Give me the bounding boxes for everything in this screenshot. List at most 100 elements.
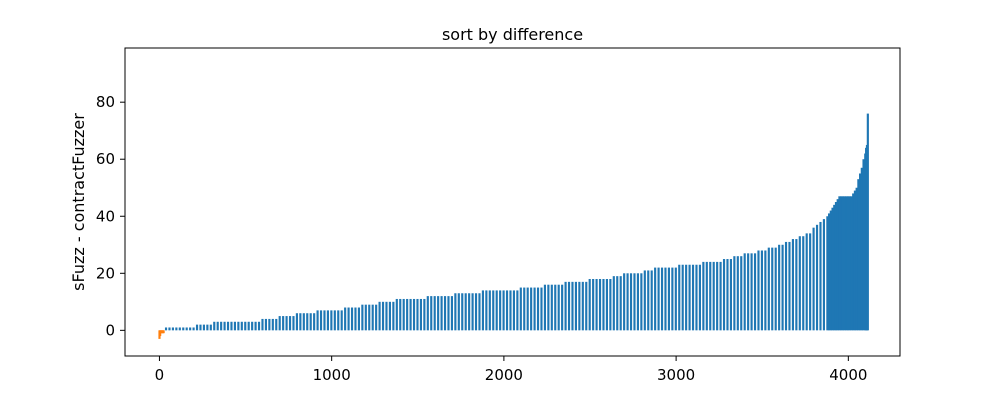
- bar-s0-57: [361, 304, 364, 331]
- bar-s0-63: [381, 301, 385, 331]
- bar-s0-185: [802, 236, 805, 331]
- y-tick-label-3: 60: [96, 150, 115, 168]
- bar-s0-158: [709, 261, 712, 331]
- bar-s0-67: [395, 298, 398, 331]
- bar-s0-65: [388, 301, 391, 331]
- bar-s0-21: [237, 321, 240, 331]
- bar-s0-43: [313, 313, 316, 331]
- bar-s0-169: [747, 253, 750, 331]
- bar-s0-166: [736, 256, 739, 331]
- bar-s0-37: [292, 316, 295, 331]
- bar-s0-107: [533, 287, 536, 331]
- bar-s0-14: [213, 321, 216, 331]
- bar-s0-9: [195, 324, 199, 331]
- bar-s0-99: [505, 290, 509, 331]
- bar-s0-186: [805, 233, 808, 331]
- bar-s0-2: [171, 327, 174, 331]
- bar-s0-3: [175, 327, 178, 331]
- bar-s0-4: [178, 327, 181, 331]
- bar-s0-205: [848, 196, 851, 331]
- bar-s0-64: [385, 301, 388, 331]
- bar-s0-121: [581, 281, 584, 331]
- bar-s0-100: [509, 290, 512, 331]
- bar-s0-50: [337, 310, 340, 331]
- bar-s0-173: [760, 250, 763, 331]
- bar-s0-178: [778, 244, 781, 331]
- bar-s0-101: [512, 290, 515, 331]
- bar-s0-168: [743, 253, 746, 331]
- bar-s0-33: [278, 316, 281, 331]
- bar-s0-96: [495, 290, 498, 331]
- bar-s0-195: [831, 207, 834, 331]
- bar-s0-49: [333, 310, 336, 331]
- bar-s0-35: [285, 316, 288, 331]
- x-tick-label-2: 2000: [485, 366, 523, 384]
- bar-s0-112: [550, 284, 553, 331]
- x-axis: 0 1000 2000 3000 4000: [155, 356, 867, 384]
- bar-s0-52: [344, 307, 347, 331]
- bar-s0-6: [185, 327, 188, 331]
- bar-s0-139: [643, 270, 646, 331]
- bar-s0-182: [791, 239, 794, 331]
- bar-s0-174: [764, 250, 767, 331]
- bar-s0-191: [822, 219, 825, 331]
- bar-s0-163: [726, 259, 729, 331]
- bar-s0-151: [685, 264, 688, 331]
- bar-s0-54: [350, 307, 354, 331]
- bar-s0-44: [316, 310, 319, 331]
- bar-s0-62: [378, 301, 381, 331]
- bar-s0-114: [557, 284, 560, 331]
- bar-s0-78: [433, 296, 436, 331]
- bar-s0-120: [578, 281, 581, 331]
- bar-s0-91: [478, 293, 481, 331]
- bar-s0-148: [674, 267, 677, 331]
- bar-s0-161: [719, 261, 722, 331]
- bar-s0-32: [275, 318, 278, 331]
- bar-s0-58: [364, 304, 367, 331]
- bar-s0-12: [206, 324, 209, 331]
- bar-s0-159: [712, 261, 715, 331]
- bar-s0-177: [774, 247, 777, 331]
- bar-s0-72: [412, 298, 416, 331]
- bar-s0-144: [660, 267, 664, 331]
- bar-s0-217: [866, 113, 869, 331]
- bar-s0-105: [526, 287, 529, 331]
- bar-s0-74: [419, 298, 422, 331]
- bar-s0-175: [767, 247, 770, 331]
- bar-s0-55: [354, 307, 357, 331]
- bar-s0-31: [271, 318, 274, 331]
- bar-s0-200: [840, 196, 843, 331]
- x-tick-label-0: 0: [155, 366, 165, 384]
- bar-s0-190: [819, 221, 822, 331]
- bar-s0-136: [633, 273, 636, 331]
- bar-s0-98: [502, 290, 505, 331]
- bar-s0-5: [182, 327, 185, 331]
- bar-s0-23: [244, 321, 247, 331]
- bar-s0-196: [833, 204, 836, 331]
- bar-s0-10: [199, 324, 202, 331]
- bar-s0-17: [223, 321, 226, 331]
- bar-s0-11: [202, 324, 205, 331]
- bar-s0-204: [846, 196, 850, 331]
- bar-s0-15: [216, 321, 219, 331]
- bar-s0-208: [853, 190, 856, 331]
- bar-s0-111: [547, 284, 550, 331]
- x-tick-label-1: 1000: [313, 366, 351, 384]
- bar-s0-85: [457, 293, 460, 331]
- bar-s0-16: [220, 321, 223, 331]
- bar-s0-193: [828, 213, 831, 331]
- bar-s0-143: [657, 267, 660, 331]
- bar-s0-97: [499, 290, 502, 331]
- bar-s0-152: [688, 264, 691, 331]
- bar-s0-76: [426, 296, 429, 331]
- x-tick-label-4: 4000: [829, 366, 867, 384]
- bar-s0-60: [371, 304, 374, 331]
- bar-s0-8: [192, 327, 195, 331]
- bar-s0-22: [240, 321, 243, 331]
- bar-s0-192: [826, 216, 829, 331]
- bar-s0-156: [702, 261, 705, 331]
- bar-s0-167: [740, 256, 743, 331]
- bar-s0-53: [347, 307, 350, 331]
- bar-s0-183: [795, 239, 798, 331]
- y-tick-label-1: 20: [96, 264, 115, 282]
